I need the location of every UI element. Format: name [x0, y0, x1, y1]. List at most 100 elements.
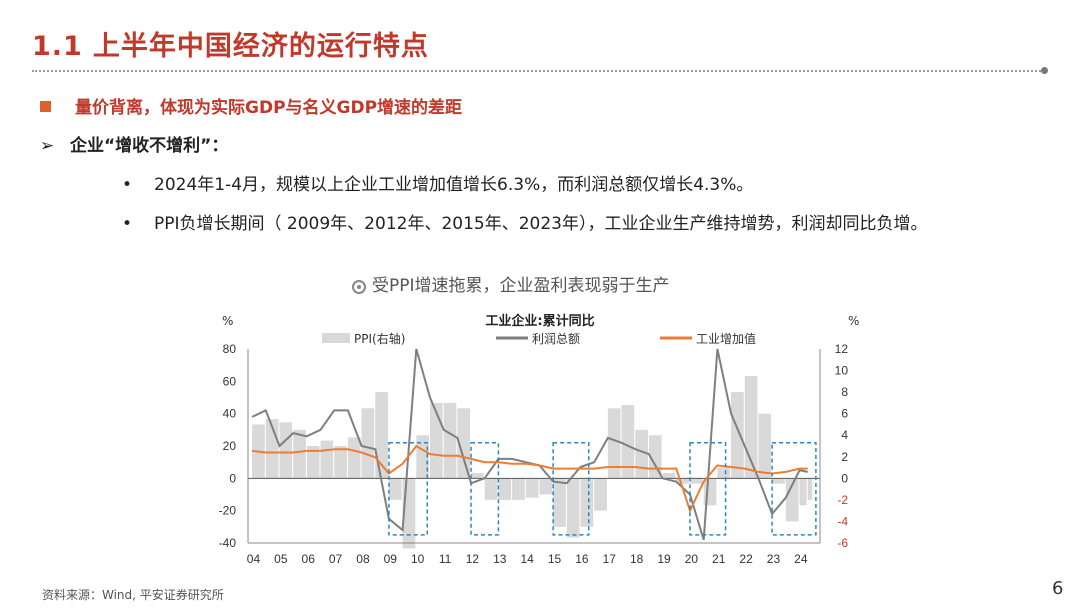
page-number: 6	[1052, 578, 1064, 599]
dot-bullet-icon: •	[122, 175, 133, 195]
x-tick-label: 24	[794, 552, 808, 566]
ppi-bar	[676, 478, 689, 484]
x-tick-label: 07	[329, 552, 343, 566]
x-tick-label: 15	[548, 552, 562, 566]
divider-end-dot	[1041, 67, 1048, 74]
industrial-line	[251, 444, 808, 514]
x-tick-label: 06	[302, 552, 316, 566]
left-tick-label: 80	[223, 342, 237, 356]
x-tick-label: 19	[657, 552, 671, 566]
ppi-bar	[539, 478, 553, 495]
ppi-bar	[635, 429, 648, 479]
ppi-bar	[594, 478, 607, 511]
ppi-bar	[388, 478, 402, 500]
ppi-bar	[512, 478, 525, 500]
bullet-level3-first: • 2024年1-4月，规模以上企业工业增加值增长6.3%，而利润总额仅增长4.3…	[122, 170, 753, 195]
ppi-bar	[553, 478, 566, 527]
arrow-bullet-icon: ➢	[40, 136, 55, 156]
ppi-bar	[717, 467, 731, 479]
negative-ppi-highlight-box	[552, 442, 590, 536]
square-bullet-icon	[40, 101, 51, 112]
ppi-bar	[731, 392, 744, 479]
left-tick-label: 20	[223, 439, 237, 453]
x-tick-label: 22	[739, 552, 753, 566]
right-tick-label: 4	[841, 428, 848, 442]
x-tick-label: 08	[356, 552, 370, 566]
negative-ppi-highlight-box	[689, 442, 727, 536]
x-tick-label: 23	[767, 552, 781, 566]
right-tick-label: 8	[841, 385, 848, 399]
chart: 工业企业:累计同比% %PPI(右轴) 利润总额 工业增加值806040200-20-…	[219, 313, 860, 566]
ppi-bar	[457, 408, 471, 479]
bullet-level1-text: 量价背离，体现为实际GDP与名义GDP增速的差距	[75, 98, 463, 118]
ppi-bar	[347, 437, 361, 479]
ppi-bar	[293, 429, 306, 479]
ppi-bar	[799, 478, 807, 506]
x-tick-label: 14	[520, 552, 534, 566]
right-tick-label: 2	[841, 450, 848, 464]
dot-bullet-icon: •	[122, 214, 133, 234]
right-tick-label: 10	[835, 364, 849, 378]
x-tick-label: 18	[630, 552, 644, 566]
left-tick-label: 60	[223, 374, 237, 388]
ppi-bar	[334, 446, 347, 479]
legend-label-ppi: PPI(右轴)	[354, 331, 405, 346]
ppi-bar	[785, 478, 799, 522]
x-tick-label: 10	[411, 552, 425, 566]
ppi-bar	[607, 408, 621, 479]
ppi-bar	[648, 435, 662, 479]
ppi-bar	[580, 478, 594, 527]
x-tick-label: 17	[603, 552, 617, 566]
bullet-level1: 量价背离，体现为实际GDP与名义GDP增速的差距	[40, 93, 462, 118]
bullet-level2-text: 企业“增收不增利”：	[70, 136, 229, 156]
negative-ppi-highlight-box	[388, 442, 429, 536]
legend-label-industrial: 工业增加值	[696, 331, 756, 346]
ppi-bar	[621, 405, 635, 479]
section-title: 上半年中国经济的运行特点	[92, 31, 429, 62]
legend-swatch-ppi	[322, 333, 350, 343]
left-tick-label: 40	[223, 407, 237, 421]
right-tick-label: 0	[841, 471, 848, 485]
title-divider	[32, 70, 1044, 72]
profit-line	[251, 348, 808, 541]
chart-caption-text: 受PPI增速拖累，企业盈利表现弱于生产	[372, 276, 670, 296]
bullet-level3-first-text: 2024年1-4月，规模以上企业工业增加值增长6.3%，而利润总额仅增长4.3%…	[154, 175, 754, 195]
bullet-level2: ➢ 企业“增收不增利”：	[40, 131, 228, 156]
x-tick-label: 05	[274, 552, 288, 566]
ppi-bar	[306, 446, 320, 479]
chart-title: 工业企业:累计同比	[485, 313, 594, 329]
bullet-level3-second-text: PPI负增长期间（ 2009年、2012年、2015年、2023年），工业企业生…	[154, 214, 928, 234]
ppi-bar	[662, 472, 676, 479]
negative-ppi-highlight-box	[470, 442, 500, 536]
left-tick-label: 0	[229, 471, 236, 485]
source-note: 资料来源：Wind, 平安证券研究所	[42, 588, 224, 602]
x-tick-label: 13	[493, 552, 507, 566]
negative-ppi-highlight-box	[771, 442, 817, 536]
ppi-bar	[361, 408, 375, 479]
right-tick-label: -2	[837, 493, 848, 507]
ppi-bar	[807, 478, 813, 500]
ppi-bar	[484, 478, 498, 500]
ppi-bar	[758, 413, 772, 479]
x-tick-label: 09	[384, 552, 398, 566]
ppi-bar	[566, 478, 580, 538]
ppi-bar	[525, 478, 539, 498]
ppi-bar	[320, 440, 334, 479]
ppi-bar	[279, 422, 293, 479]
left-tick-label: -40	[219, 536, 237, 550]
ppi-bar	[443, 402, 457, 479]
right-tick-label: 6	[841, 407, 848, 421]
ppi-bar	[772, 478, 785, 484]
right-tick-label: -6	[837, 536, 848, 550]
right-tick-label: -4	[837, 514, 848, 528]
right-axis-unit: %	[848, 314, 859, 328]
radio-icon	[352, 280, 366, 294]
x-tick-label: 21	[712, 552, 726, 566]
ppi-bar	[690, 478, 703, 484]
chart-caption: 受PPI增速拖累，企业盈利表现弱于生产	[352, 271, 670, 296]
bullet-level3-second: • PPI负增长期间（ 2009年、2012年、2015年、2023年），工业企业…	[122, 209, 927, 234]
ppi-bar	[416, 435, 429, 479]
right-tick-label: 12	[835, 342, 849, 356]
x-tick-label: 04	[247, 552, 261, 566]
page-title: 1.1 上半年中国经济的运行特点	[32, 24, 429, 63]
